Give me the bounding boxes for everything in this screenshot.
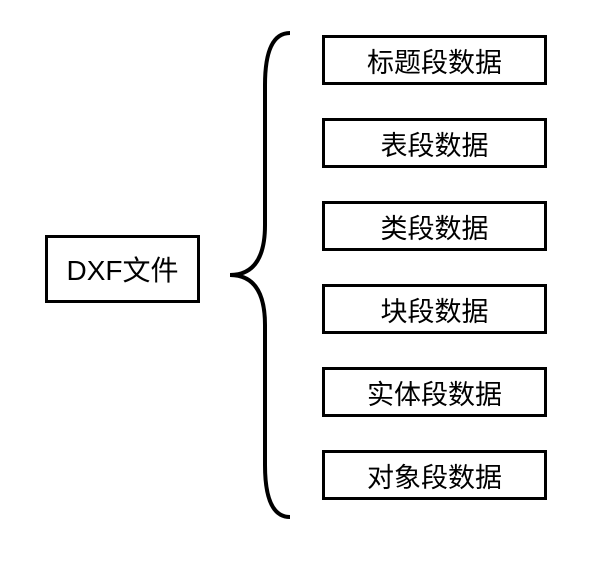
item-box-2: 类段数据 — [322, 201, 547, 251]
item-label: 对象段数据 — [367, 456, 502, 495]
item-label: 标题段数据 — [367, 41, 502, 80]
root-label: DXF文件 — [66, 249, 178, 289]
root-node: DXF文件 — [45, 235, 200, 303]
item-box-3: 块段数据 — [322, 284, 547, 334]
item-box-4: 实体段数据 — [322, 367, 547, 417]
item-label: 表段数据 — [381, 124, 489, 163]
item-box-5: 对象段数据 — [322, 450, 547, 500]
item-label: 类段数据 — [381, 207, 489, 246]
items-column: 标题段数据 表段数据 类段数据 块段数据 实体段数据 对象段数据 — [322, 35, 547, 500]
item-box-0: 标题段数据 — [322, 35, 547, 85]
brace-connector — [210, 25, 300, 525]
item-label: 块段数据 — [381, 290, 489, 329]
item-label: 实体段数据 — [367, 373, 502, 412]
diagram-container: DXF文件 标题段数据 表段数据 类段数据 块段数据 实体段数据 对象段数据 — [0, 0, 616, 568]
item-box-1: 表段数据 — [322, 118, 547, 168]
